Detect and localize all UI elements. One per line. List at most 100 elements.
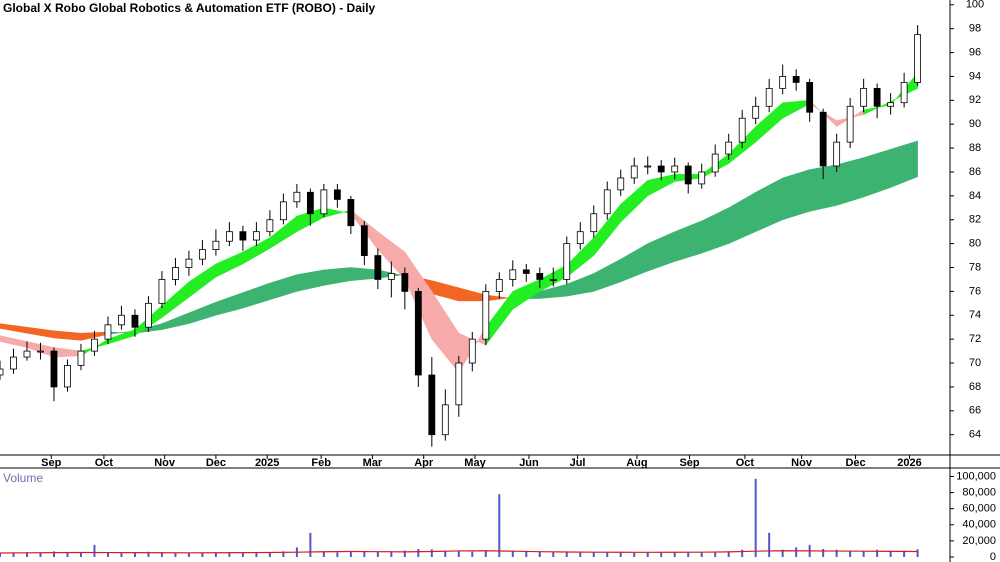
volume-bar (430, 549, 433, 557)
chart-title: Global X Robo Global Robotics & Automati… (3, 1, 376, 15)
y-tick-label: 72 (969, 333, 981, 345)
candle-body (819, 111, 827, 167)
volume-bar (849, 550, 852, 557)
volume-bar (619, 552, 622, 557)
candle-body (644, 165, 652, 168)
x-tick-label: 2025 (255, 457, 279, 469)
candle-body (900, 82, 908, 104)
volume-bar (727, 551, 730, 557)
candle-body (279, 201, 287, 221)
volume-bar (633, 552, 636, 557)
candle-body (725, 141, 733, 155)
volume-bar (228, 552, 231, 557)
candle-body (387, 273, 395, 280)
candle-body (603, 189, 611, 215)
candle-body (185, 258, 193, 268)
volume-bar (39, 552, 42, 557)
volume-bar (214, 552, 217, 557)
volume-bar (754, 478, 757, 557)
candle-body (711, 153, 719, 173)
y-tick-label: 100 (966, 0, 984, 11)
volume-bar (592, 552, 595, 557)
candle-body (441, 404, 449, 436)
y-tick-label: 98 (969, 23, 981, 35)
x-tick-label: Nov (791, 457, 813, 469)
x-tick-label: Oct (736, 457, 755, 469)
candle-body (374, 255, 382, 280)
x-tick-label: Dec (845, 457, 865, 469)
candle-body (414, 290, 422, 376)
candle-body (671, 165, 679, 173)
x-tick-label: Nov (154, 457, 176, 469)
y-tick-label: 96 (969, 46, 981, 58)
volume-bar (741, 549, 744, 557)
candle-body (806, 82, 814, 113)
candle-body (887, 102, 895, 107)
y-tick-label: 88 (969, 142, 981, 154)
ribbon-segment (782, 169, 810, 221)
x-tick-label: Jul (570, 457, 586, 469)
volume-bar (147, 551, 150, 557)
x-tick-label: Oct (95, 457, 114, 469)
volume-bar (579, 551, 582, 557)
volume-title: Volume (3, 471, 43, 485)
volume-bar (120, 552, 123, 557)
y-tick-label: 70 (969, 357, 981, 369)
candle-body (455, 362, 463, 406)
volume-bar (498, 494, 501, 557)
volume-bar (309, 532, 312, 557)
x-tick-label: Aug (626, 457, 647, 469)
candle-body (360, 225, 368, 256)
candle-body (23, 350, 31, 358)
candle-body (131, 314, 139, 328)
y-tick-label: 78 (969, 261, 981, 273)
volume-bar (93, 544, 96, 557)
candle-body (509, 269, 517, 280)
volume-bar (201, 553, 204, 557)
candle-body (212, 240, 220, 250)
candle-body (684, 165, 692, 185)
volume-bar (417, 548, 420, 557)
y-tick-label: 0 (990, 551, 996, 562)
volume-bar (241, 552, 244, 557)
candle-body (846, 105, 854, 143)
volume-bar (457, 551, 460, 557)
y-tick-label: 90 (969, 118, 981, 130)
candle-body (617, 177, 625, 191)
y-tick-label: 86 (969, 166, 981, 178)
x-tick-label: 2026 (897, 457, 921, 469)
volume-bar (687, 552, 690, 557)
candle-body (779, 76, 787, 89)
y-tick-label: 84 (969, 190, 981, 202)
candle-body (590, 213, 598, 233)
candle-body (833, 141, 841, 167)
x-tick-label: Feb (311, 457, 331, 469)
candle-body (698, 171, 706, 185)
candle-body (266, 219, 274, 233)
volume-bar (768, 532, 771, 557)
candle-body (347, 199, 355, 227)
volume-bar (525, 551, 528, 557)
volume-bar (700, 552, 703, 557)
x-tick-label: Sep (679, 457, 699, 469)
candle-body (873, 87, 881, 107)
volume-bar (282, 551, 285, 557)
candle-body (563, 243, 571, 280)
volume-bar (471, 551, 474, 557)
volume-bar (889, 550, 892, 557)
volume-bar (160, 552, 163, 557)
x-tick-label: Dec (206, 457, 226, 469)
volume-bar (552, 552, 555, 557)
y-tick-label: 60,000 (962, 503, 996, 515)
y-tick-label: 66 (969, 405, 981, 417)
volume-bar (133, 552, 136, 557)
volume-bar (403, 550, 406, 557)
candle-body (522, 269, 530, 274)
volume-bar (606, 552, 609, 557)
y-tick-label: 94 (969, 70, 981, 82)
candle-body (77, 350, 85, 366)
volume-bar (390, 551, 393, 557)
candle-body (145, 302, 152, 328)
volume-bar (79, 552, 82, 557)
volume-bar (363, 550, 366, 557)
